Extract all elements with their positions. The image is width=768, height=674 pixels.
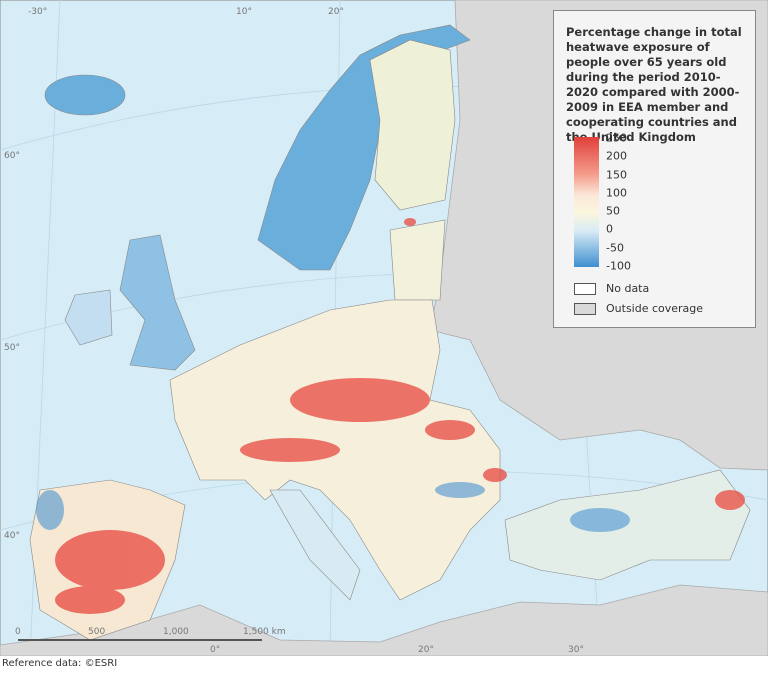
- cool-spots: [36, 482, 630, 532]
- scale-label: 1,000: [163, 627, 189, 637]
- graticule-label: 50°: [4, 343, 20, 353]
- graticule-label: 40°: [4, 531, 20, 541]
- color-bar-tick: 0: [606, 222, 613, 236]
- scale-label: 1,500 km: [243, 627, 286, 637]
- legend: Percentage change in total heatwave expo…: [553, 10, 756, 328]
- color-bar-tick: 200: [606, 149, 627, 163]
- no-data-swatch: [574, 283, 596, 295]
- outside-coverage-label: Outside coverage: [606, 302, 704, 315]
- color-bar-tick: 50: [606, 204, 620, 218]
- no-data-label: No data: [606, 282, 650, 295]
- footer: Reference data: ©ESRI: [2, 658, 118, 669]
- graticule-label: 10°: [236, 7, 252, 17]
- color-bar: [574, 137, 599, 267]
- graticule-label: 20°: [418, 645, 434, 655]
- hotspots: [55, 218, 745, 614]
- scale-bar: 0 500 1,000 1,500 km: [15, 627, 286, 641]
- legend-title: Percentage change in total heatwave expo…: [566, 25, 742, 144]
- scale-label: 500: [88, 627, 105, 637]
- graticule-label: -30°: [28, 7, 47, 17]
- graticule-label: 20°: [328, 7, 344, 17]
- graticule-label: 0°: [210, 645, 220, 655]
- graticule-label: 60°: [4, 151, 20, 161]
- graticule-label: 30°: [568, 645, 584, 655]
- scale-label: 0: [15, 627, 21, 637]
- outside-coverage-swatch: [574, 303, 596, 315]
- color-bar-tick: -50: [606, 241, 624, 255]
- color-bar-tick: 150: [606, 168, 627, 182]
- color-bar-tick: 100: [606, 186, 627, 200]
- color-bar-tick: 250: [606, 131, 627, 145]
- color-bar-tick: -100: [606, 259, 631, 273]
